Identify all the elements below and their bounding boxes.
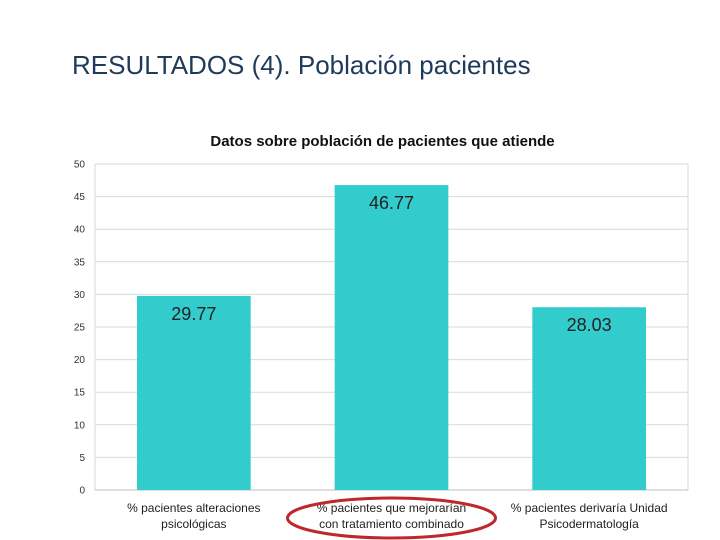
x-category-label: con tratamiento combinado — [319, 517, 464, 531]
y-tick-label: 20 — [74, 355, 86, 366]
data-labels: 29.77 46.77 28.03 — [171, 193, 611, 335]
y-tick-label: 30 — [74, 290, 86, 301]
bars — [137, 185, 646, 490]
x-category-label: psicológicas — [161, 517, 226, 531]
bar — [137, 295, 251, 490]
x-category-label: % pacientes derivaría Unidad — [511, 501, 668, 515]
y-tick-label: 40 — [74, 225, 86, 236]
y-axis: 0 5 10 15 20 25 30 35 40 45 50 — [74, 160, 86, 497]
highlight-ellipse — [286, 496, 497, 540]
y-tick-label: 0 — [79, 486, 85, 497]
y-tick-label: 10 — [74, 420, 86, 431]
x-axis: % pacientes alteraciones psicológicas % pa… — [127, 501, 667, 531]
x-category-label: % pacientes que mejorarían — [317, 501, 466, 515]
chart-title: Datos sobre población de pacientes que a… — [210, 133, 555, 150]
y-tick-label: 25 — [74, 323, 86, 334]
y-tick-label: 5 — [79, 453, 85, 464]
data-label: 46.77 — [369, 193, 414, 213]
y-tick-label: 35 — [74, 257, 86, 268]
bar — [532, 307, 646, 490]
annotations — [286, 496, 497, 540]
y-tick-label: 15 — [74, 388, 86, 399]
y-tick-label: 45 — [74, 192, 86, 203]
slide-title: RESULTADOS (4). Población pacientes — [72, 50, 531, 80]
y-tick-label: 50 — [74, 160, 86, 171]
x-category-label: Psicodermatología — [539, 517, 639, 531]
data-label: 28.03 — [567, 315, 612, 335]
data-label: 29.77 — [171, 304, 216, 324]
x-category-label: % pacientes alteraciones — [127, 501, 260, 515]
bar — [334, 185, 449, 490]
